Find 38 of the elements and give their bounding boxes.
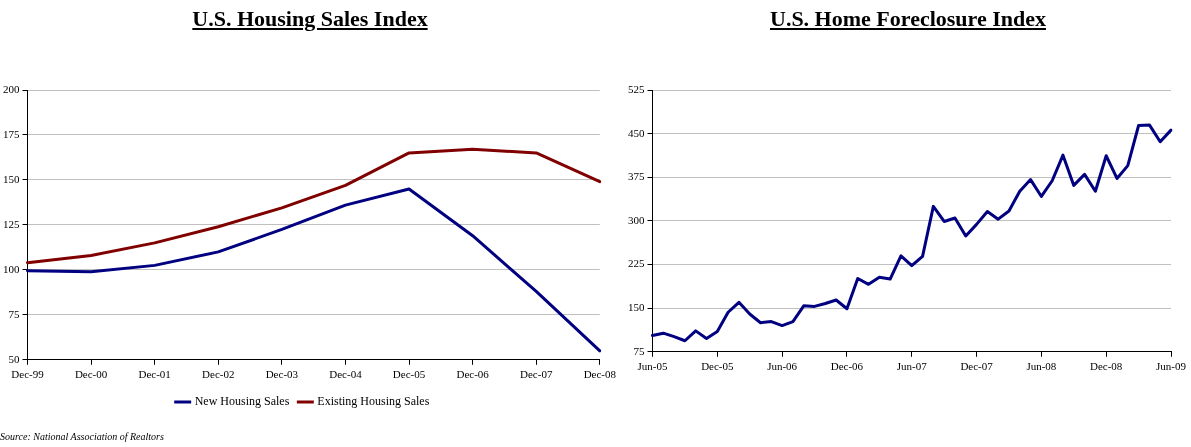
x-tick-label: Jun-08: [1026, 360, 1057, 373]
x-tick-label: Dec-02: [202, 368, 235, 381]
x-tick-label: Dec-00: [74, 368, 108, 381]
x-tick-label: Dec-06: [456, 368, 490, 381]
y-tick-label: 525: [628, 82, 645, 95]
x-tick-label: Dec-99: [11, 368, 45, 381]
y-tick-label: 100: [3, 262, 20, 275]
y-tick-label: 75: [8, 307, 20, 320]
y-tick-label: 375: [628, 170, 645, 183]
y-tick-label: 450: [628, 126, 645, 139]
legend-label: Existing Housing Sales: [317, 394, 430, 409]
y-tick-label: 175: [3, 127, 20, 140]
x-tick-label: Dec-05: [701, 360, 734, 373]
x-tick-label: Dec-08: [1090, 360, 1123, 373]
y-tick-label: 50: [8, 352, 20, 365]
x-tick-label: Dec-06: [830, 360, 864, 373]
source-note: Source: National Association of Realtors: [0, 431, 164, 442]
y-tick-label: 150: [3, 172, 20, 185]
x-tick-label: Jun-07: [896, 360, 928, 373]
x-tick-label: Jun-06: [767, 360, 798, 373]
x-tick-label: Dec-04: [329, 368, 363, 381]
x-tick-label: Dec-03: [265, 368, 299, 381]
x-tick-label: Dec-01: [138, 368, 171, 381]
y-tick-label: 300: [628, 213, 645, 226]
x-tick-label: Dec-07: [960, 360, 994, 373]
y-tick-label: 150: [628, 301, 645, 314]
y-tick-label: 225: [628, 257, 645, 270]
legend-label: New Housing Sales: [194, 394, 290, 409]
chart-title: U.S. Housing Sales Index: [191, 6, 429, 32]
chart-title: U.S. Home Foreclosure Index: [769, 6, 1047, 32]
y-tick-label: 75: [633, 344, 645, 357]
x-tick-label: Dec-07: [520, 368, 553, 381]
y-tick-label: 125: [3, 217, 20, 230]
x-tick-label: Jun-09: [1156, 360, 1187, 373]
x-tick-label: Jun-05: [637, 360, 668, 373]
x-tick-label: Dec-05: [392, 368, 426, 381]
x-tick-label: Dec-08: [583, 368, 617, 381]
y-tick-label: 200: [3, 82, 20, 95]
